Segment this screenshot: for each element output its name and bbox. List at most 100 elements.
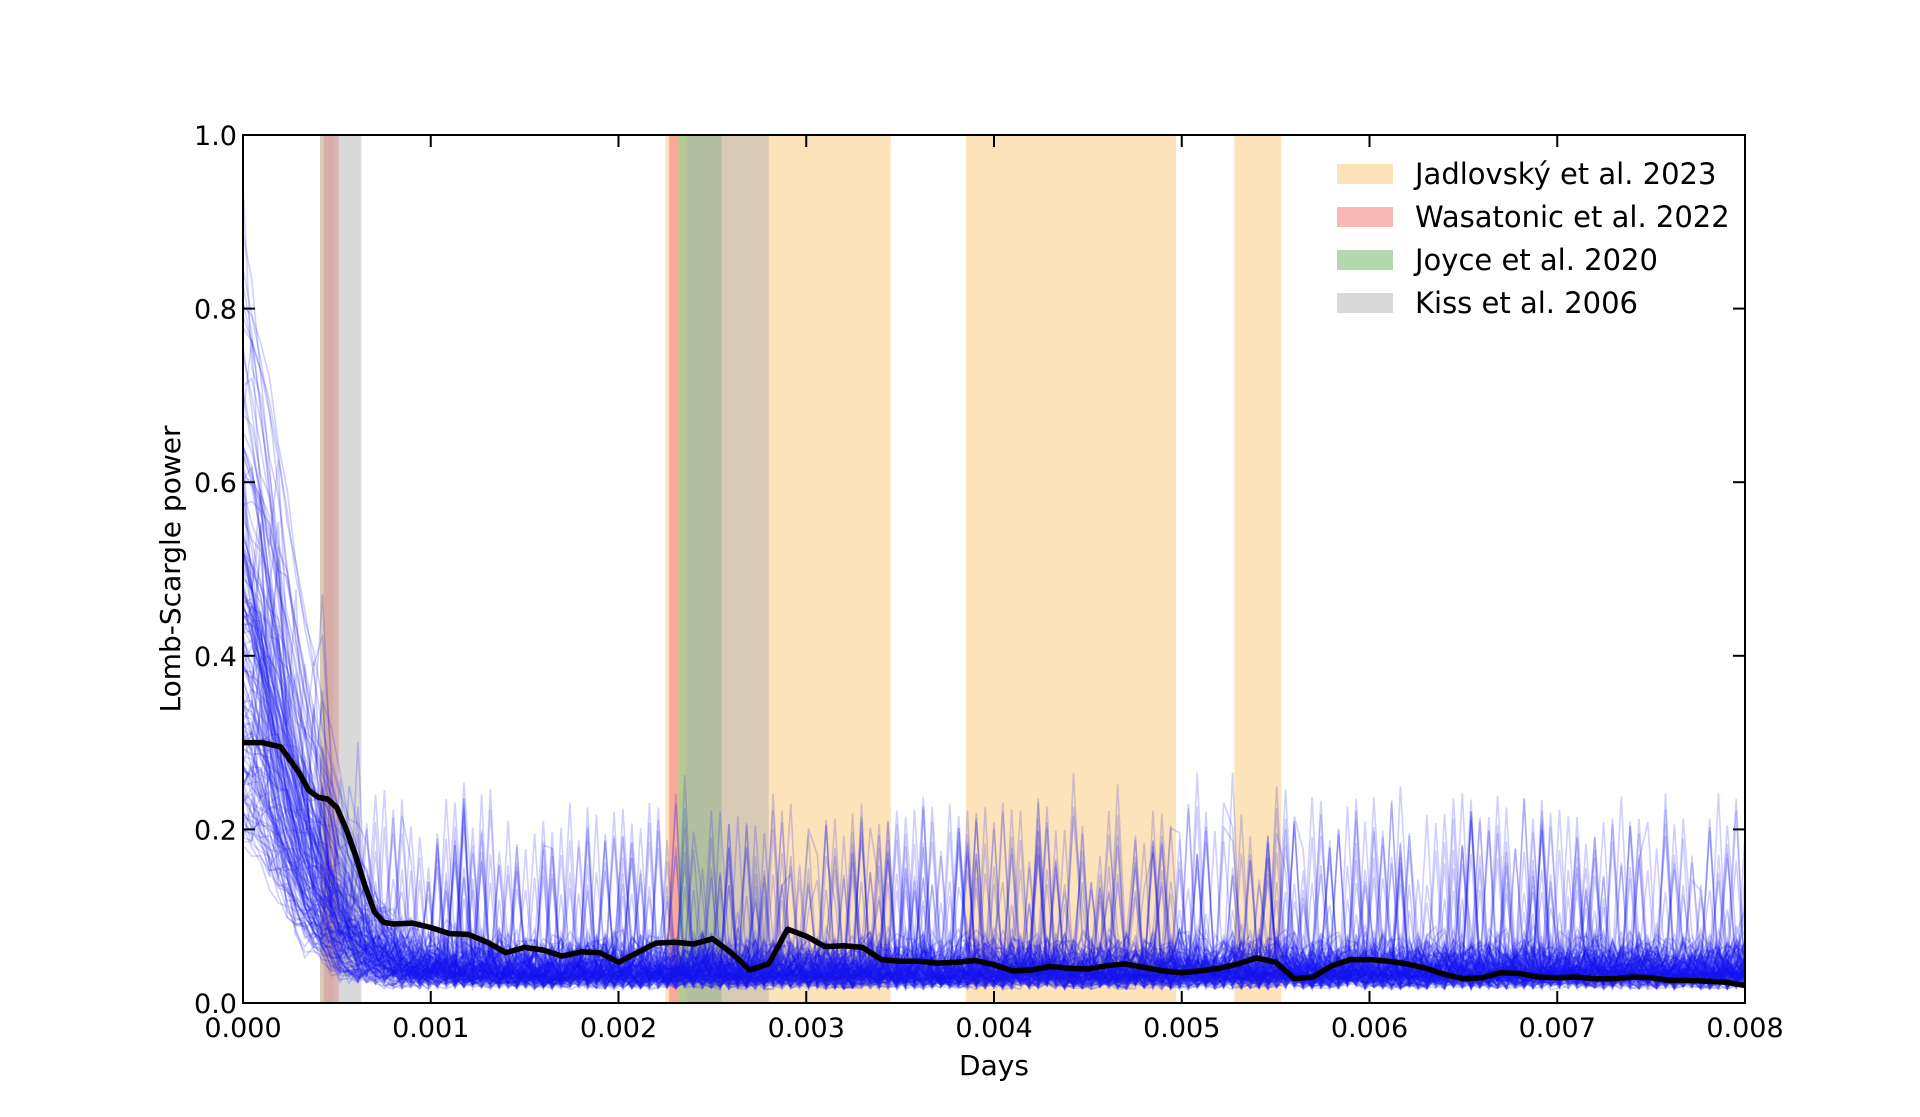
periodogram-line [243,787,1745,992]
periodogram-line [243,665,1745,990]
periodogram-line [243,710,1745,991]
periodogram-line [243,596,1745,990]
periodogram-line [243,586,1745,991]
periodogram-line [243,549,1745,992]
periodogram-line [243,554,1745,991]
periodogram-line [243,500,1745,991]
legend-label: Joyce et al. 2020 [1413,243,1658,277]
periodogram-line [243,791,1745,991]
periodogram-line [243,675,1745,992]
periodogram-line [243,534,1745,991]
y-tick-label: 0.2 [194,815,237,846]
periodogram-line [243,346,1745,991]
periodogram-line [243,413,1745,990]
periodogram-line [243,509,1745,992]
periodogram-line [243,604,1745,991]
periodogram-line [243,607,1745,991]
periodogram-line [243,654,1745,990]
periodogram-line [243,759,1745,990]
periodogram-line [243,555,1745,991]
x-axis-label: Days [959,1049,1029,1082]
x-tick-label: 0.002 [580,1013,657,1044]
legend-label: Jadlovský et al. 2023 [1413,157,1716,191]
legend-swatch [1337,164,1393,184]
y-tick-label: 0.6 [194,468,237,499]
x-tick-label: 0.007 [1519,1013,1596,1044]
periodogram-line [243,594,1745,990]
periodogram-line [243,687,1745,991]
y-tick-label: 0.4 [194,642,237,673]
periodogram-line [243,446,1745,991]
periodogram-line [243,605,1745,991]
y-tick-label: 0.8 [194,295,237,326]
periodogram-line [243,609,1745,990]
shaded-regions [319,135,1282,1003]
periodogram-line [243,603,1745,991]
periodogram-line [243,539,1745,990]
periodogram-line [243,780,1745,990]
shaded-region-0-3 [1234,135,1282,1003]
periodogram-line [243,764,1745,992]
y-axis-label: Lomb-Scargle power [154,425,187,712]
periodogram-line [243,555,1745,991]
periodogram-line [243,316,1745,990]
periodogram-line [243,782,1745,991]
x-tick-label: 0.000 [204,1013,281,1044]
periodogram-line [243,699,1745,991]
periodogram-line [243,766,1745,992]
periodogram-line [243,721,1745,991]
periodogram-line [243,801,1745,990]
periodogram-line [243,551,1745,993]
periodogram-line [243,550,1745,990]
x-tick-label: 0.003 [768,1013,845,1044]
periodogram-line [243,536,1745,992]
periodogram-line [243,622,1745,990]
periodogram-line [243,766,1745,993]
shaded-region-3-1 [686,135,769,1003]
periodogram-line [243,326,1745,990]
periodogram-line [243,445,1745,991]
periodogram-line [243,767,1745,991]
legend-swatch [1337,207,1393,227]
periodogram-line [243,582,1745,990]
legend-label: Kiss et al. 2006 [1415,286,1638,320]
periodogram-line [243,755,1745,992]
periodogram-line [243,387,1745,990]
periodogram-line [243,652,1745,991]
periodogram-line [243,625,1745,993]
periodogram-line [243,602,1745,990]
periodogram-line [243,813,1745,992]
mean-series-line [243,739,1745,989]
periodogram-line [243,521,1745,991]
periodogram-line [243,546,1745,992]
periodogram-line [243,799,1745,991]
periodogram-line [243,551,1745,991]
x-tick-label: 0.005 [1143,1013,1220,1044]
periodogram-line [243,586,1745,990]
y-tick-label: 0.0 [194,989,237,1020]
periodogram-line [243,587,1745,991]
periodogram-line [243,593,1745,992]
periodogram-line [243,612,1745,991]
periodogram-line [243,735,1745,991]
periodogram-line [243,720,1745,990]
shaded-region-1-1 [669,135,679,1003]
periodogram-line [243,459,1745,990]
shaded-region-0-2 [965,135,1177,1003]
periodogram-line [243,581,1745,991]
periodogram-line [243,740,1745,991]
x-tick-label: 0.006 [1331,1013,1408,1044]
periodogram-line [243,632,1745,992]
periodogram-line [243,468,1745,992]
x-tick-label: 0.004 [955,1013,1032,1044]
periodogram-line [243,782,1745,992]
periodogram-line [243,700,1745,992]
periodogram-line [243,811,1745,991]
periodogram-line [243,599,1745,992]
x-tick-label: 0.001 [392,1013,469,1044]
periodogram-line [243,620,1745,990]
legend-label: Wasatonic et al. 2022 [1415,200,1730,234]
periodogram-line [243,639,1745,991]
periodogram-line [243,588,1745,991]
